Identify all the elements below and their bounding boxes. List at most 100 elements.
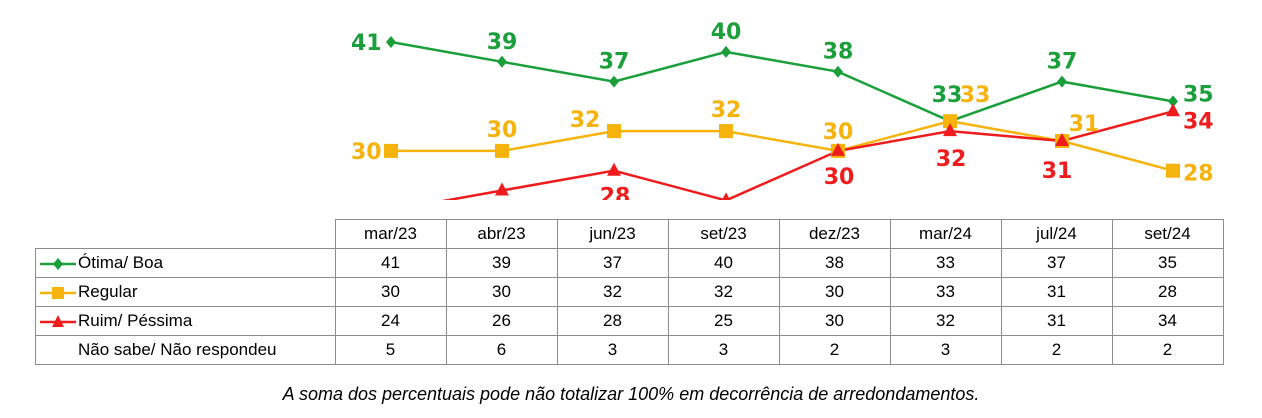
table-cell: 3 [556,335,669,365]
table-cell: 26 [445,306,558,336]
series-1-label-2: 39 [487,30,518,55]
series-3-point-8 [1166,103,1180,117]
table-row: Regular 30 30 32 32 30 33 31 28 [35,277,1224,307]
table-col-header: jul/24 [1000,219,1113,249]
table-col-header: set/23 [667,219,780,249]
series-3-point-6 [943,123,957,137]
table-cell: 30 [445,277,558,307]
table-row: Não sabe/ Não respondeu 5 6 3 3 2 3 2 2 [35,335,1224,365]
series-3-label-8: 34 [1183,109,1214,134]
table-col-header: mar/24 [889,219,1002,249]
table-cell: 3 [667,335,780,365]
series-name: Regular [78,282,138,301]
table-cell: 33 [889,248,1002,278]
series-3-label-6: 32 [936,147,967,172]
table-row: Ótima/ Boa 41 39 37 40 38 33 37 35 [35,248,1224,278]
series-3-point-5 [831,142,845,156]
legend-marker-diamond [40,257,76,270]
table-cell: 24 [334,306,447,336]
table-cell: 37 [1000,248,1113,278]
table-col-header: jun/23 [556,219,669,249]
series-2-label-6: 33 [960,83,991,108]
series-1-label-5: 38 [823,40,854,65]
table-col-header: dez/23 [778,219,891,249]
series-1-point-8 [1168,95,1178,108]
table-cell: 5 [334,335,447,365]
series-3-point-7 [1055,133,1069,146]
table-cell: 38 [778,248,891,278]
series-3-point-2 [495,182,509,196]
series-1-label-4: 40 [711,20,742,45]
table-cell: 30 [778,306,891,336]
table-cell: 28 [1111,277,1224,307]
series-3-label-2: 26 [490,199,521,201]
series-2-label-4: 32 [711,98,742,123]
table-cell: 3 [889,335,1002,365]
series-2-label-1: 30 [351,140,382,165]
table-cell: 2 [1111,335,1224,365]
series-2-label-8: 28 [1183,162,1214,187]
table-col-header: mar/23 [334,219,447,249]
series-3-label-3: 28 [600,185,631,200]
series-1-label-3: 37 [599,50,630,75]
table-cell: 28 [556,306,669,336]
series-1-label-7: 37 [1047,50,1078,75]
table-cell: 33 [889,277,1002,307]
series-2-point-4 [719,124,733,139]
series-1-point-2 [497,55,507,68]
table-cell: 34 [1111,306,1224,336]
table-cell: 37 [556,248,669,278]
series-name: Ruim/ Péssima [78,311,193,330]
table-row-label: Não sabe/ Não respondeu [35,335,336,365]
series-line-3 [441,110,1174,200]
series-1-label-1: 41 [351,31,382,56]
series-1-point-7 [1057,75,1067,88]
legend-marker-square [40,286,76,299]
series-line-1 [390,40,1174,123]
series-name: Não sabe/ Não respondeu [78,340,277,359]
table-cell: 32 [556,277,669,307]
table-cell: 30 [778,277,891,307]
series-1-point-1 [386,36,396,48]
series-name: Ótima/ Boa [78,253,164,272]
table-cell: 31 [1000,277,1113,307]
table-cell: 35 [1111,248,1224,278]
data-table: mar/23 abr/23 jun/23 set/23 dez/23 mar/24 jul/… [35,219,1224,365]
series-2-point-6 [943,114,957,129]
table-cell: 32 [667,277,780,307]
series-1-point-5 [833,65,843,78]
series-1-point-4 [721,45,731,58]
table-corner [35,219,336,249]
series-line-2 [391,119,1174,172]
series-1-label-6: 33 [932,83,963,108]
series-3-point-4 [721,192,731,200]
series-1-point-3 [609,75,619,88]
series-3-label-5: 30 [824,165,855,190]
table-cell: 39 [445,248,558,278]
table-row-label: Ruim/ Péssima [35,306,336,336]
series-2-point-3 [607,124,621,139]
series-3-point-3 [607,162,621,176]
table-cell: 41 [334,248,447,278]
table-cell: 25 [667,306,780,336]
legend-marker-triangle [40,314,76,327]
table-row-label: Ótima/ Boa [35,248,336,278]
table-cell: 32 [889,306,1002,336]
series-2-label-5: 30 [823,120,854,145]
table-row-label: Regular [35,277,336,307]
line-chart: 4139374038333735303032323033312824262825… [351,20,1214,201]
series-2-label-3: 32 [570,108,601,133]
table-cell: 40 [667,248,780,278]
series-3-label-7: 31 [1042,159,1073,184]
series-1-label-8: 35 [1183,82,1214,107]
series-2-point-8 [1166,163,1180,178]
table-row: Ruim/ Péssima 24 26 28 25 30 32 31 34 [35,306,1224,336]
table-cell: 6 [445,335,558,365]
table-col-header: abr/23 [445,219,558,249]
series-2-point-2 [495,143,509,158]
table-col-header: set/24 [1111,219,1224,249]
series-2-label-2: 30 [487,118,518,143]
table-cell: 31 [1000,306,1113,336]
series-2-label-7: 31 [1069,112,1100,137]
table-cell: 2 [1000,335,1113,365]
